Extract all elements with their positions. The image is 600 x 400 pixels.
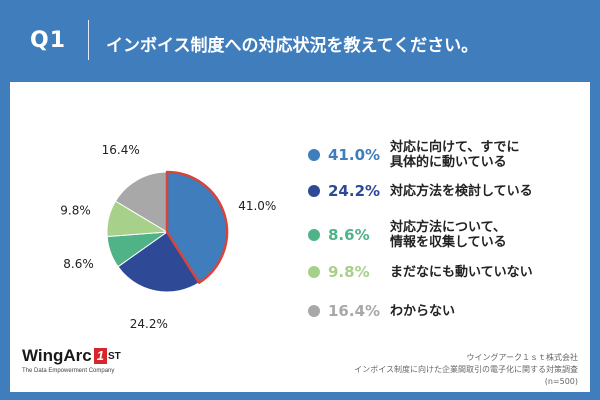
legend-percent: 41.0%: [328, 146, 381, 164]
legend-item-4: 9.8% まだなにも動いていない: [308, 263, 533, 281]
pie-chart: 41.0% 24.2% 8.6% 9.8% 16.4%: [60, 143, 276, 331]
company-logo: WingArc 1 ST The Data Empowerment Compan…: [22, 346, 121, 374]
slice-label-1: 41.0%: [238, 199, 276, 213]
legend-item-5: 16.4% わからない: [308, 302, 455, 320]
legend-dot-icon: [308, 229, 320, 241]
logo-text: WingArc: [22, 346, 92, 365]
logo-suffix: ST: [107, 350, 121, 362]
legend-dot-icon: [308, 305, 320, 317]
pie-slice-1: [165, 170, 229, 284]
legend-dot-icon: [308, 266, 320, 278]
logo-mark: 1: [93, 348, 107, 364]
header: Q1 インボイス制度への対応状況を教えてください。: [0, 0, 600, 76]
source-line-2: インボイス制度に向けた企業間取引の電子化に関する対策調査: [354, 365, 578, 374]
slice-label-3: 8.6%: [63, 257, 94, 271]
legend-item-3: 8.6% 対応方法について、 情報を収集している: [308, 220, 507, 250]
slice-label-5: 16.4%: [102, 143, 140, 157]
legend-label: わからない: [390, 303, 456, 319]
source-line-1: ウイングアーク１ｓｔ株式会社: [466, 353, 578, 362]
legend-item-1: 41.0% 対応に向けて、すでに 具体的に動いている: [308, 140, 519, 170]
pie-slice-5: [115, 171, 168, 233]
legend-label: 対応に向けて、すでに 具体的に動いている: [390, 140, 520, 170]
legend-dot-icon: [308, 149, 320, 161]
question-title: インボイス制度への対応状況を教えてください。: [106, 36, 479, 56]
slice-label-4: 9.8%: [60, 203, 91, 217]
legend-percent: 16.4%: [328, 302, 381, 320]
legend-percent: 24.2%: [328, 182, 381, 200]
chart-card: 41.0% 24.2% 8.6% 9.8% 16.4% 41.0% 対応に向けて、すでに …: [10, 82, 590, 392]
legend-label: 対応方法について、 情報を収集している: [390, 220, 507, 250]
header-divider: [88, 20, 89, 60]
source-line-3: (n=500): [544, 377, 578, 386]
pie-slice-2: [117, 231, 200, 293]
question-number: Q1: [30, 28, 67, 53]
legend-percent: 8.6%: [328, 226, 370, 244]
source-note: ウイングアーク１ｓｔ株式会社 インボイス制度に向けた企業間取引の電子化に関する対…: [354, 352, 578, 388]
legend-label: まだなにも動いていない: [390, 264, 533, 280]
legend-label: 対応方法を検討している: [390, 183, 533, 199]
legend-percent: 9.8%: [328, 263, 370, 281]
slice-label-2: 24.2%: [130, 317, 168, 331]
logo-tagline: The Data Empowerment Company: [22, 368, 115, 374]
legend-item-2: 24.2% 対応方法を検討している: [308, 182, 533, 200]
legend-dot-icon: [308, 185, 320, 197]
